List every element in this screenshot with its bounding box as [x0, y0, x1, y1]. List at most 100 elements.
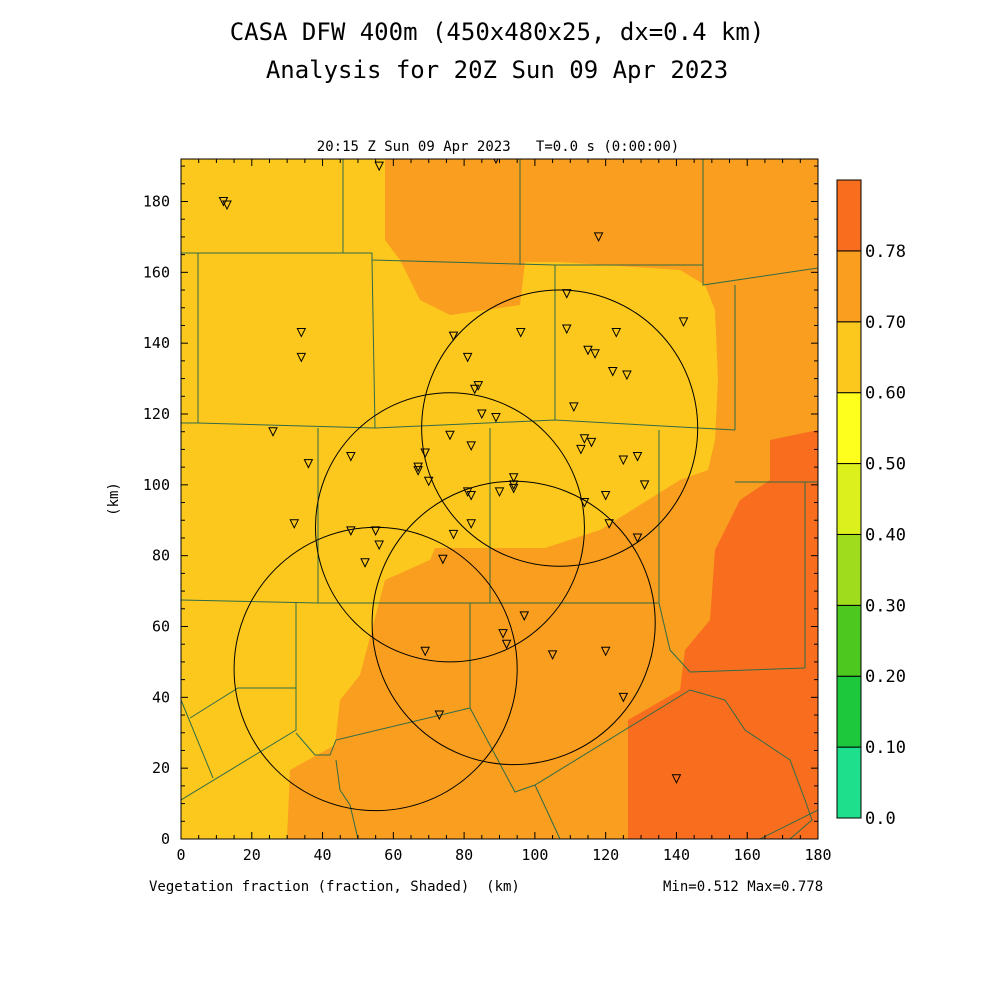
station-marker	[508, 473, 519, 483]
station-marker	[448, 331, 459, 342]
colorbar-label: 0.70	[865, 313, 906, 333]
station-marker	[600, 490, 611, 501]
colorbar-label: 0.0	[865, 809, 896, 829]
station-marker	[632, 452, 643, 462]
min-max-readout: Min=0.512 Max=0.778	[663, 879, 823, 895]
station-marker	[420, 448, 430, 459]
station-marker	[579, 498, 590, 508]
station-marker	[639, 480, 650, 490]
colorbar-segment	[836, 392, 862, 465]
station-marker	[604, 519, 615, 529]
y-axis: 0 20 40 60 80 100 120 140 160 180	[143, 165, 818, 848]
station-marker	[473, 381, 484, 391]
station-marker	[583, 345, 593, 356]
x-axis: 0 20 40 60 80 100 120 140 160 180	[176, 159, 832, 864]
y-tick-label: 180	[143, 193, 170, 211]
colorbar-label: 0.20	[865, 667, 906, 687]
colorbar-label: 0.40	[865, 525, 906, 545]
y-axis-label: (km)	[106, 482, 122, 516]
y-tick-label: 0	[161, 830, 170, 848]
x-tick-label: 0	[176, 846, 185, 864]
station-marker	[462, 352, 473, 363]
station-marker	[346, 526, 356, 536]
station-marker	[569, 402, 579, 413]
y-tick-label: 40	[152, 688, 170, 706]
station-marker	[618, 692, 629, 703]
station-marker	[622, 370, 632, 381]
station-marker	[374, 540, 384, 551]
x-tick-label: 140	[663, 846, 690, 864]
station-marker	[222, 200, 232, 211]
station-marker	[268, 427, 278, 437]
y-tick-label: 20	[152, 759, 170, 777]
station-marker	[434, 710, 445, 721]
station-marker	[678, 317, 689, 328]
colorbar-segment	[836, 321, 862, 394]
station-marker	[420, 646, 430, 657]
range-ring-2	[314, 392, 585, 663]
field-description: Vegetation fraction (fraction, Shaded) (…	[149, 879, 520, 895]
station-marker	[466, 519, 476, 529]
colorbar-segment	[836, 746, 862, 819]
station-marker	[515, 328, 526, 338]
station-marker	[413, 466, 423, 476]
station-marker	[547, 650, 558, 660]
station-marker	[466, 490, 476, 501]
vegetation-field	[181, 159, 818, 839]
x-tick-label: 120	[592, 846, 619, 864]
colorbar-segment	[836, 179, 862, 252]
colorbar-segment	[836, 463, 862, 535]
station-marker	[593, 232, 604, 243]
station-marker	[438, 554, 448, 565]
station-marker	[423, 476, 434, 487]
station-marker	[296, 352, 307, 363]
x-tick-label: 60	[384, 846, 402, 864]
colorbar-segment	[836, 604, 862, 677]
x-tick-label: 180	[804, 846, 831, 864]
x-tick-label: 20	[243, 846, 261, 864]
station-marker	[501, 639, 512, 650]
station-markers	[218, 159, 689, 784]
y-tick-label: 140	[143, 334, 170, 352]
x-tick-label: 40	[314, 846, 332, 864]
station-marker	[498, 629, 508, 639]
figure-title-line2: Analysis for 20Z Sun 09 Apr 2023	[266, 56, 728, 84]
colorbar-label: 0.60	[865, 384, 906, 404]
station-marker	[618, 455, 629, 466]
station-marker	[561, 289, 572, 299]
station-marker	[632, 533, 643, 544]
station-marker	[374, 161, 384, 172]
x-tick-label: 160	[734, 846, 761, 864]
station-marker	[576, 444, 586, 455]
x-tick-label: 80	[455, 846, 473, 864]
station-marker	[607, 367, 618, 377]
y-tick-label: 60	[152, 618, 170, 636]
colorbar-segment	[836, 250, 862, 323]
y-tick-label: 160	[143, 263, 170, 281]
station-marker	[346, 452, 356, 462]
colorbar-segment	[836, 675, 862, 748]
station-marker	[494, 487, 505, 498]
station-marker	[671, 774, 682, 784]
colorbar-label: 0.78	[865, 242, 906, 262]
colorbar-label: 0.10	[865, 738, 906, 758]
station-marker	[448, 529, 459, 540]
y-tick-label: 100	[143, 476, 170, 494]
station-marker	[466, 441, 476, 451]
x-tick-label: 100	[521, 846, 548, 864]
station-marker	[579, 434, 590, 444]
colorbar-label: 0.30	[865, 596, 906, 616]
colorbar-label: 0.50	[865, 455, 906, 475]
y-tick-label: 80	[152, 547, 170, 565]
station-marker	[491, 413, 501, 423]
station-marker	[590, 349, 600, 359]
colorbar: 0.0 0.10 0.20 0.30 0.40 0.50 0.60 0.70 0.78	[836, 179, 906, 829]
station-marker	[476, 409, 487, 420]
y-tick-label: 120	[143, 405, 170, 423]
station-marker	[600, 646, 611, 657]
station-marker	[508, 483, 519, 494]
figure-title-line1: CASA DFW 400m (450x480x25, dx=0.4 km)	[230, 18, 765, 46]
figure-subtitle: 20:15 Z Sun 09 Apr 2023 T=0.0 s (0:00:00…	[317, 139, 679, 155]
station-marker	[561, 324, 572, 335]
